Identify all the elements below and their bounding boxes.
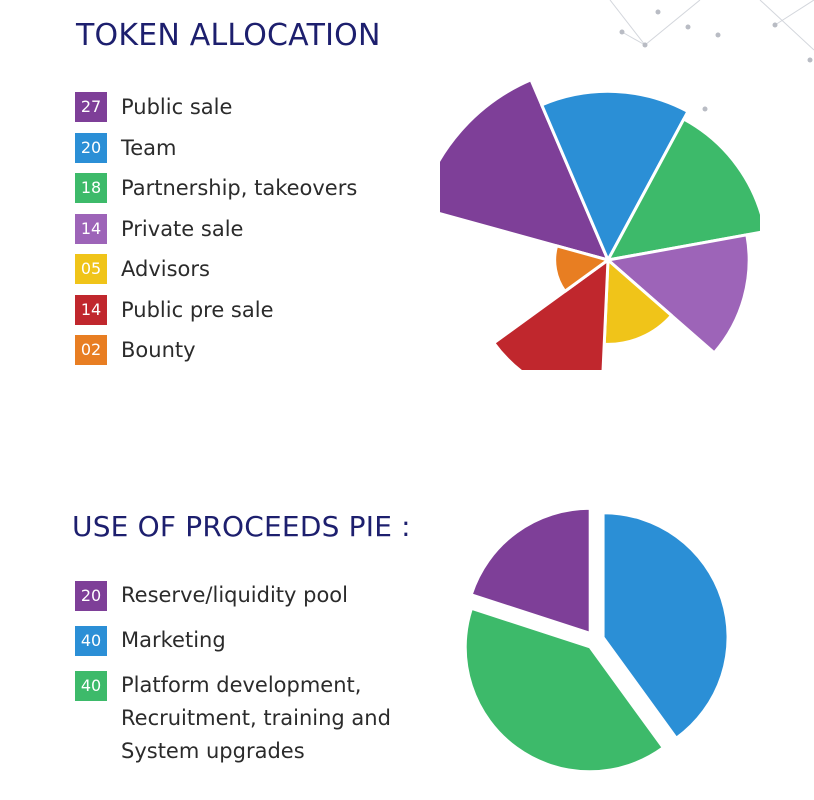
token-legend-label: Public pre sale — [121, 297, 274, 322]
token-legend-item: 05 Advisors — [75, 254, 357, 295]
token-legend-item: 27 Public sale — [75, 92, 357, 133]
token-legend-label: Partnership, takeovers — [121, 176, 358, 200]
proceeds-legend-item: 40 Platform development, Recruitment, tra… — [75, 671, 411, 768]
token-value-badge: 05 — [75, 254, 107, 284]
slice-team — [540, 89, 690, 262]
slice-public-pre-sale — [492, 258, 610, 370]
proceeds-legend-item: 20 Reserve/liquidity pool — [75, 581, 411, 612]
token-legend-item: 14 Public pre sale — [75, 294, 357, 336]
token-value-badge: 14 — [75, 213, 107, 244]
token-legend-label: Bounty — [121, 338, 196, 362]
token-value-badge: 18 — [75, 173, 107, 203]
token-legend-item: 02 Bounty — [75, 335, 357, 376]
token-value-badge: 27 — [75, 92, 107, 122]
slice-public-sale — [440, 78, 610, 262]
token-legend-label: Advisors — [121, 257, 210, 281]
proceeds-value-badge: 40 — [75, 671, 107, 701]
token-allocation-title: TOKEN ALLOCATION — [76, 18, 381, 53]
slice-advisors — [602, 258, 674, 346]
slice-platform-development-recruitment-trainin — [464, 607, 664, 773]
token-allocation-legend: 27 Public sale 20 Team 18 Partnership, takeov… — [75, 92, 357, 376]
slice-reserve-liquidity-pool — [470, 507, 591, 635]
token-value-badge: 02 — [75, 335, 107, 365]
slice-private-sale — [606, 233, 751, 355]
token-legend-item: 18 Partnership, takeovers — [75, 173, 357, 214]
proceeds-value-badge: 20 — [75, 581, 107, 611]
token-allocation-chart — [440, 78, 760, 370]
use-of-proceeds-title: USE OF PROCEEDS PIE : — [72, 510, 411, 543]
proceeds-legend-item: 40 Marketing — [75, 626, 411, 657]
proceeds-value-badge: 40 — [75, 626, 107, 656]
token-legend-label: Team — [121, 135, 177, 160]
proceeds-legend-label: Reserve/liquidity pool — [121, 583, 348, 607]
use-of-proceeds-chart — [464, 507, 729, 773]
decoration-lines — [609, 0, 814, 51]
token-legend-item: 14 Private sale — [75, 213, 357, 255]
token-legend-label: Private sale — [121, 216, 244, 241]
token-value-badge: 20 — [75, 132, 107, 163]
slice-bounty — [553, 244, 610, 293]
use-of-proceeds-legend: 20 Reserve/liquidity pool 40 Marketing 40 Pla… — [75, 581, 411, 782]
proceeds-legend-label: Platform development, Recruitment, train… — [121, 673, 391, 763]
proceeds-legend-label: Marketing — [121, 628, 226, 652]
slice-marketing — [602, 512, 729, 739]
token-value-badge: 14 — [75, 294, 107, 325]
token-legend-item: 20 Team — [75, 132, 357, 174]
token-legend-label: Public sale — [121, 95, 233, 119]
slice-partnership-takeovers — [606, 117, 760, 262]
